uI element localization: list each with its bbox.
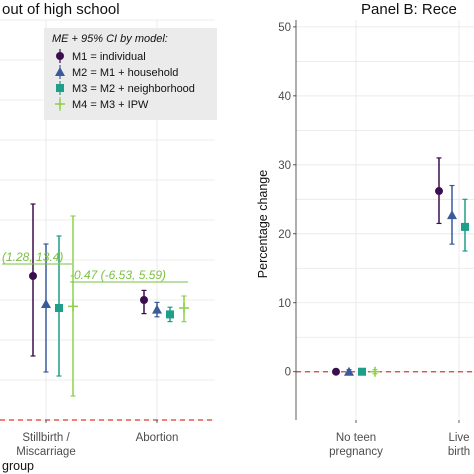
right-x-label-no-teen-line2: pregnancy	[329, 446, 383, 458]
left-x-label-stillbirth-line2: Miscarriage	[16, 446, 75, 458]
circle-point	[332, 367, 340, 376]
cross-point	[179, 303, 189, 313]
y-tick-label: 10	[278, 298, 291, 310]
square-point	[55, 304, 63, 312]
y-tick-label: 40	[278, 91, 291, 103]
triangle-point	[41, 299, 51, 308]
y-tick-label: 0	[285, 367, 291, 379]
legend-title: ME + 95% CI by model:	[52, 33, 168, 45]
triangle-point	[447, 210, 457, 220]
y-tick-label: 20	[278, 229, 291, 241]
annotation-ci-2: -0.47 (-6.53, 5.59)	[70, 268, 166, 282]
left-x-axis-title: group	[2, 459, 34, 473]
left-panel-title: out of high school	[2, 1, 120, 18]
annotation-ci-1: (1.28, 13.4)	[2, 250, 63, 264]
right-panel-title: Panel B: Rece	[361, 1, 457, 18]
triangle-point	[152, 304, 162, 314]
right-y-axis-title: Percentage change	[256, 170, 270, 278]
legend: ME + 95% CI by model: M1 = individual M2 …	[44, 28, 217, 120]
cross-point	[370, 366, 380, 377]
legend-background	[44, 28, 217, 120]
legend-label: M3 = M2 + neighborhood	[72, 83, 195, 95]
legend-label: M4 = M3 + IPW	[72, 99, 149, 111]
y-tick-label: 50	[278, 22, 291, 34]
triangle-point	[344, 366, 354, 376]
plot-area	[296, 20, 474, 420]
right-x-label-no-teen-line1: No teen	[336, 432, 376, 444]
left-x-label-abortion: Abortion	[136, 432, 179, 444]
legend-label: M2 = M1 + household	[72, 67, 178, 79]
circle-point	[435, 187, 443, 196]
y-tick-label: 30	[278, 160, 291, 172]
left-x-label-stillbirth-line1: Stillbirth /	[22, 432, 70, 444]
circle-point	[29, 272, 37, 280]
square-point	[358, 367, 366, 376]
right-x-label-live-line1: Live	[448, 432, 469, 444]
right-x-label-live-line2: birth	[448, 446, 470, 458]
cross-point	[68, 301, 78, 312]
legend-label: M1 = individual	[72, 51, 146, 63]
square-point	[166, 310, 174, 319]
square-point	[461, 222, 469, 231]
right-panel: 0 10 20 30 40 50	[278, 20, 474, 423]
circle-point	[140, 296, 148, 304]
